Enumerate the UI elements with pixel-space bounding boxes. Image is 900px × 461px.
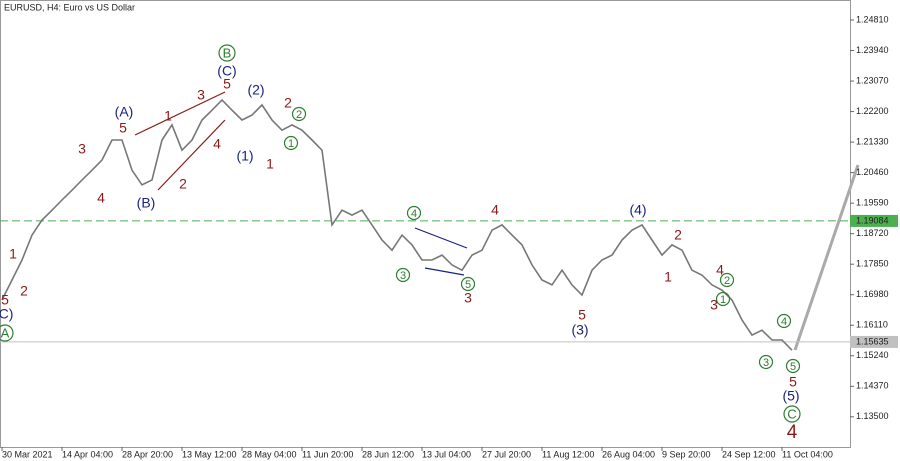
- wave-label: 3: [763, 357, 769, 369]
- wave-circle: [283, 135, 299, 151]
- wave-label: 4: [491, 202, 499, 218]
- y-tick-label: 1.13500: [856, 411, 889, 421]
- x-tick-label: 13 May 12:00: [182, 449, 237, 459]
- wave-label: (1): [236, 148, 253, 164]
- wave-label: (C): [217, 63, 236, 79]
- y-tick-label: 1.16980: [856, 289, 889, 299]
- wave-label: (3): [571, 322, 588, 338]
- wave-label: 2: [284, 95, 292, 111]
- trend-line: [424, 267, 465, 276]
- y-tick-label: 1.18720: [856, 228, 889, 238]
- price-level-label: 1.19084: [856, 215, 889, 225]
- y-tick-label: 1.22200: [856, 106, 889, 116]
- y-tick-label: 1.14370: [856, 381, 889, 391]
- wave-label: 1: [266, 156, 274, 172]
- wave-circle: [719, 272, 735, 288]
- wave-label: 4: [213, 136, 221, 152]
- wave-label: (B): [137, 195, 156, 211]
- wave-label: 5: [119, 120, 127, 136]
- x-tick-label: 27 Jul 20:00: [482, 449, 531, 459]
- x-tick-label: 9 Sep 20:00: [662, 449, 711, 459]
- plot-frame: [0, 0, 851, 448]
- wave-circle: [218, 44, 236, 62]
- wave-label: 2: [724, 275, 730, 287]
- wave-label: (A): [115, 104, 134, 120]
- wave-label: C): [0, 306, 13, 322]
- wave-label: 3: [78, 141, 86, 157]
- x-tick-label: 14 Apr 04:00: [62, 449, 113, 459]
- y-tick-label: 1.23940: [856, 45, 889, 55]
- price-line: [1, 98, 793, 351]
- trend-line: [414, 227, 468, 249]
- wave-label: 2: [179, 176, 187, 192]
- wave-label: 3: [197, 87, 205, 103]
- wave-label: 2: [674, 227, 682, 243]
- wave-label: A: [1, 325, 10, 340]
- wave-circle: [395, 267, 411, 283]
- x-tick-label: 11 Aug 12:00: [542, 449, 594, 459]
- price-level-box: [850, 214, 898, 227]
- y-tick-label: 1.20460: [856, 167, 889, 177]
- wave-label: 1: [9, 246, 17, 262]
- wave-label: 5: [223, 76, 231, 92]
- wave-circle: [785, 358, 801, 374]
- wave-label: 5: [790, 361, 796, 373]
- y-tick-label: 1.21330: [856, 136, 889, 146]
- trend-line: [157, 119, 226, 191]
- wave-label: 4: [787, 422, 798, 443]
- wave-label: 1: [288, 138, 294, 150]
- wave-label: (4): [629, 202, 646, 218]
- y-tick-label: 1.23070: [856, 75, 889, 85]
- wave-label: B: [223, 45, 232, 60]
- x-tick-label: 26 Aug 04:00: [602, 449, 655, 459]
- wave-label: 2: [296, 109, 302, 121]
- y-tick-label: 1.16110: [856, 320, 888, 330]
- wave-label: (2): [247, 82, 264, 98]
- x-tick-label: 28 Jun 12:00: [362, 449, 414, 459]
- wave-circle: [460, 276, 476, 292]
- price-level-label: 1.15635: [856, 336, 889, 346]
- wave-label: 2: [20, 283, 28, 299]
- wave-label: 5: [465, 279, 471, 291]
- wave-label: 1: [164, 108, 172, 124]
- x-tick-label: 30 Mar 2021: [2, 449, 53, 459]
- wave-label: 5: [578, 307, 586, 323]
- wave-label: 4: [781, 316, 787, 328]
- y-tick-label: 1.17850: [856, 259, 889, 269]
- wave-label: 5: [789, 374, 797, 390]
- x-tick-label: 24 Sep 12:00: [722, 449, 776, 459]
- projection-line: [793, 164, 860, 351]
- y-tick-label: 1.19590: [856, 198, 889, 208]
- y-tick-label: 1.24810: [856, 14, 889, 24]
- wave-label: 3: [400, 270, 406, 282]
- wave-label: 4: [97, 190, 105, 206]
- wave-circle: [291, 106, 307, 122]
- x-tick-label: 11 Oct 04:00: [782, 449, 833, 459]
- wave-label: C: [787, 406, 796, 421]
- wave-circle: [0, 324, 14, 342]
- trend-line: [134, 91, 226, 136]
- wave-circle: [715, 291, 731, 307]
- wave-label: 4: [411, 208, 417, 220]
- wave-circle: [758, 354, 774, 370]
- wave-label: 5: [1, 292, 9, 308]
- x-tick-label: 11 Jun 20:00: [302, 449, 353, 459]
- wave-label: 1: [664, 269, 672, 285]
- x-tick-label: 28 Apr 20:00: [122, 449, 173, 459]
- wave-circle: [783, 405, 801, 423]
- wave-label: 1: [720, 294, 726, 306]
- wave-label: 3: [710, 297, 718, 313]
- wave-label: 4: [716, 262, 724, 278]
- price-level-box: [850, 335, 898, 348]
- x-tick-label: 13 Jul 04:00: [422, 449, 471, 459]
- wave-circle: [776, 313, 792, 329]
- chart-title: EURUSD, H4: Euro vs US Dollar: [4, 2, 135, 12]
- wave-label: 3: [464, 290, 472, 306]
- wave-circle: [406, 205, 422, 221]
- y-tick-label: 1.15240: [856, 350, 889, 360]
- x-tick-label: 28 May 04:00: [242, 449, 297, 459]
- wave-label: (5): [782, 388, 799, 404]
